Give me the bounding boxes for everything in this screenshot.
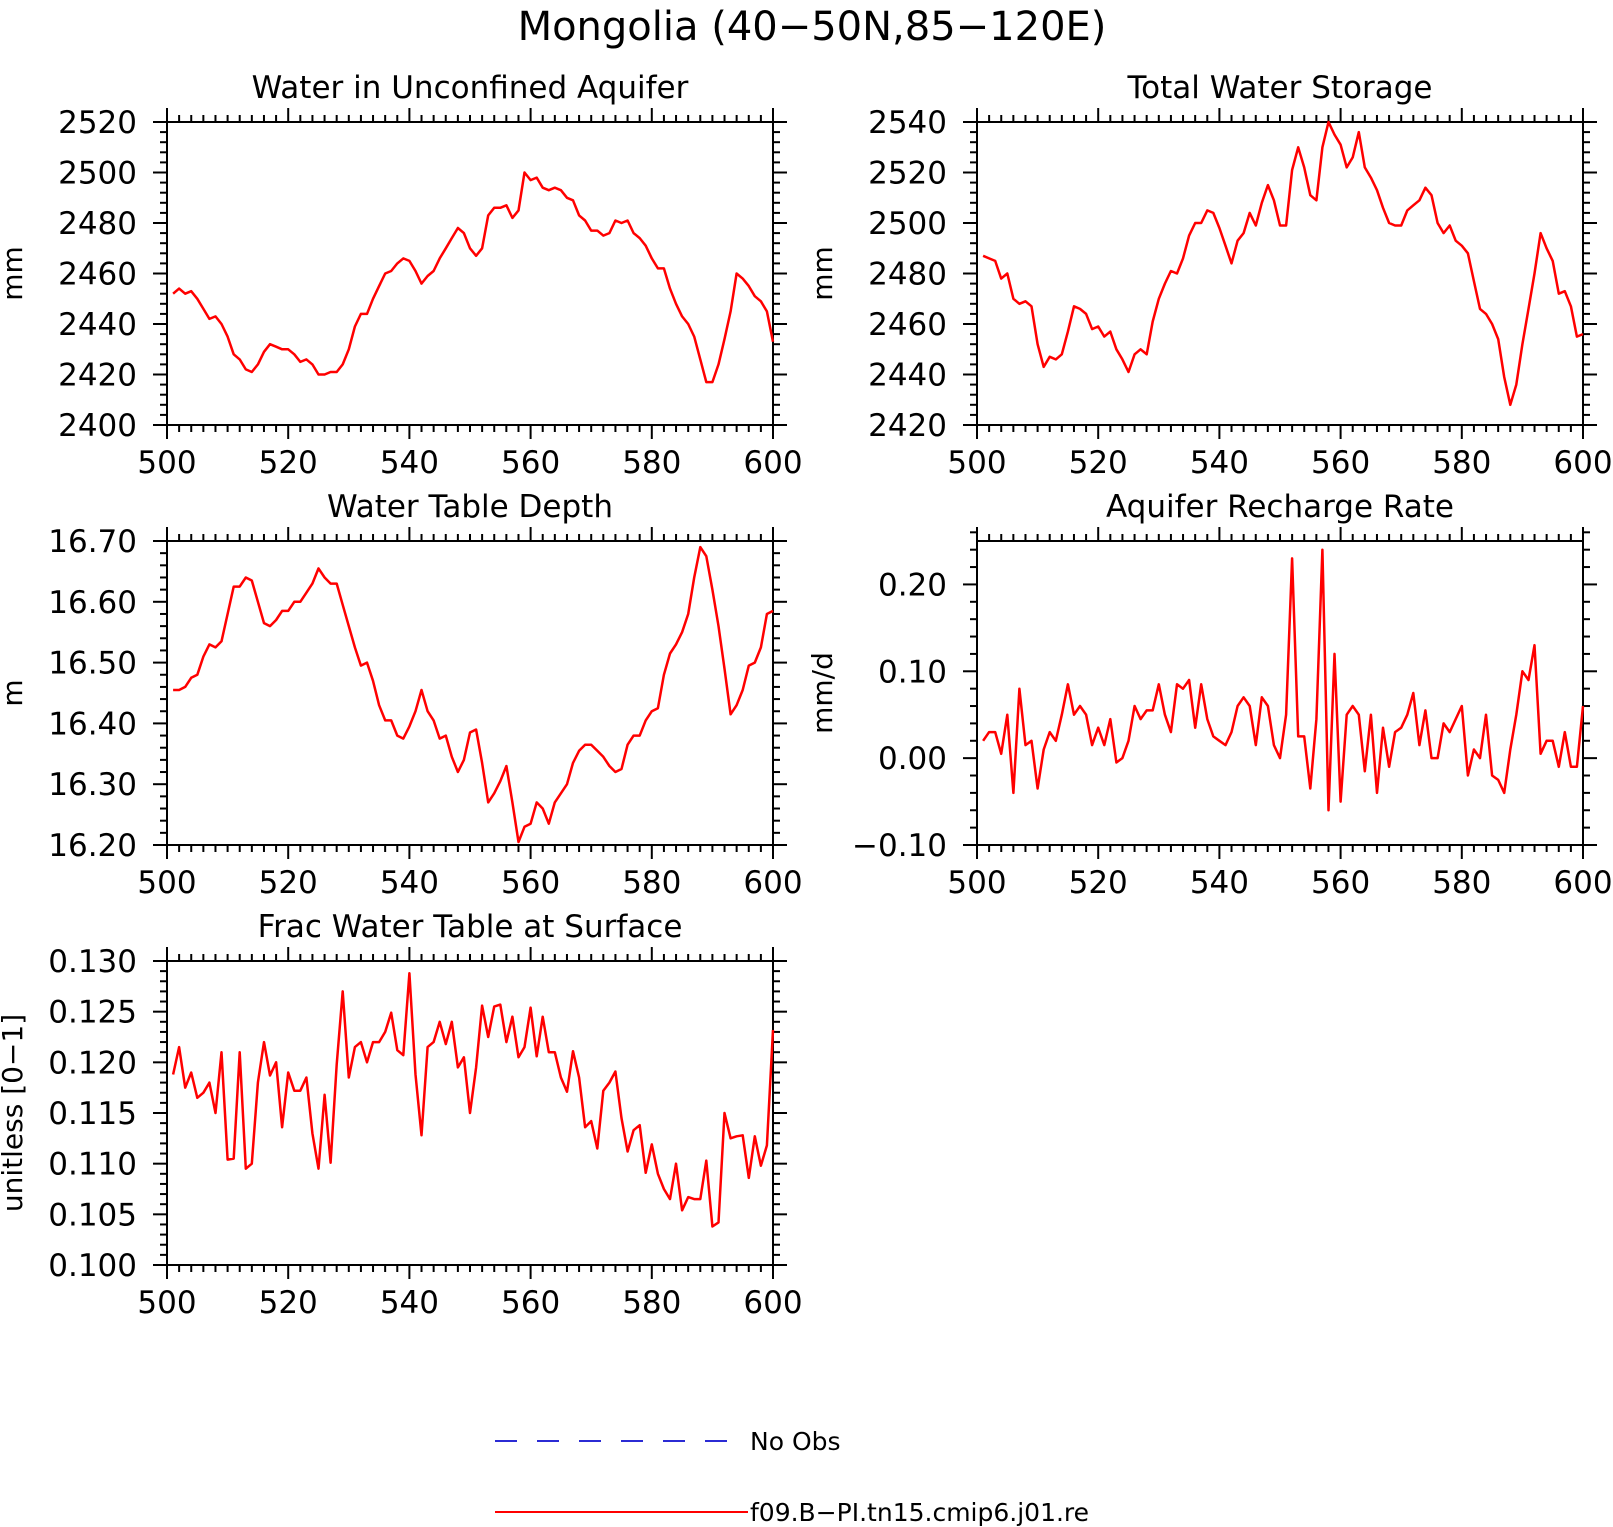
aquifer-recharge-rate-y-tick-label: −0.10	[852, 828, 947, 864]
frac-water-table-at-surface-y-tick-label: 0.105	[48, 1197, 137, 1233]
total-water-storage-y-tick-label: 2500	[868, 206, 947, 242]
water-table-depth-y-axis-label: m	[0, 679, 29, 706]
water-table-depth-x-tick-label: 540	[380, 865, 439, 901]
total-water-storage-x-tick-label: 600	[1553, 445, 1612, 481]
water-in-unconfined-aquifer-y-tick-label: 2420	[58, 358, 137, 394]
aquifer-recharge-rate-y-tick-label: 0.10	[878, 654, 947, 690]
chart-water-in-unconfined-aquifer: Water in Unconfined Aquifer mm 500 520 540 56…	[0, 70, 803, 481]
total-water-storage-y-tick-label: 2480	[868, 257, 947, 293]
aquifer-recharge-rate-plot-frame	[976, 540, 1584, 846]
frac-water-table-at-surface-y-tick-label: 0.115	[48, 1096, 137, 1132]
aquifer-recharge-rate-y-tick-label: 0.20	[878, 567, 947, 603]
aquifer-recharge-rate-x-tick-label: 600	[1553, 865, 1612, 901]
water-in-unconfined-aquifer-y-tick-label: 2400	[58, 408, 137, 444]
aquifer-recharge-rate-x-tick-label: 540	[1190, 865, 1249, 901]
frac-water-table-at-surface-y-axis-label: unitless [0−1]	[0, 1014, 29, 1212]
water-in-unconfined-aquifer-x-tick-label: 500	[137, 445, 196, 481]
chart-water-table-depth: Water Table Depth m 500 520 540 560 580 600 16.2…	[0, 489, 803, 901]
aquifer-recharge-rate-x-tick-label: 580	[1432, 865, 1491, 901]
water-in-unconfined-aquifer-x-tick-label: 520	[259, 445, 318, 481]
total-water-storage-y-tick-label: 2440	[868, 358, 947, 394]
aquifer-recharge-rate-title: Aquifer Recharge Rate	[1106, 489, 1454, 525]
total-water-storage-plot-frame	[976, 121, 1584, 426]
water-table-depth-y-tick-label: 16.70	[48, 524, 137, 560]
water-table-depth-y-tick-label: 16.20	[48, 828, 137, 864]
frac-water-table-at-surface-x-tick-label: 540	[380, 1285, 439, 1321]
figure-title: Mongolia (40−50N,85−120E)	[518, 4, 1107, 50]
water-table-depth-title: Water Table Depth	[327, 489, 613, 525]
water-in-unconfined-aquifer-y-tick-label: 2440	[58, 307, 137, 343]
total-water-storage-y-axis-label: mm	[806, 246, 839, 301]
total-water-storage-x-tick-label: 560	[1311, 445, 1370, 481]
water-table-depth-plot-frame	[166, 540, 774, 846]
chart-panels: Water in Unconfined Aquifer mm 500 520 540 56…	[0, 70, 1613, 1321]
water-in-unconfined-aquifer-y-tick-label: 2500	[58, 156, 137, 192]
frac-water-table-at-surface-x-tick-label: 580	[622, 1285, 681, 1321]
total-water-storage-y-tick-label: 2420	[868, 408, 947, 444]
aquifer-recharge-rate-y-tick-label: 0.00	[878, 741, 947, 777]
water-in-unconfined-aquifer-x-tick-label: 540	[380, 445, 439, 481]
chart-total-water-storage: Total Water Storage mm 500 520 540 560 580 600 2…	[806, 70, 1613, 481]
chart-aquifer-recharge-rate: Aquifer Recharge Rate mm/d 500 520 540 560 580…	[806, 489, 1613, 901]
water-table-depth-y-tick-label: 16.50	[48, 646, 137, 682]
water-in-unconfined-aquifer-y-tick-label: 2520	[58, 105, 137, 141]
aquifer-recharge-rate-x-tick-label: 560	[1311, 865, 1370, 901]
legend-model-label: f09.B−PI.tn15.cmip6.j01.re	[750, 1498, 1089, 1527]
water-in-unconfined-aquifer-x-tick-label: 560	[501, 445, 560, 481]
water-table-depth-y-tick-label: 16.60	[48, 585, 137, 621]
water-table-depth-y-tick-label: 16.30	[48, 767, 137, 803]
water-in-unconfined-aquifer-y-tick-label: 2460	[58, 257, 137, 293]
total-water-storage-x-tick-label: 580	[1432, 445, 1491, 481]
legend-no-obs-label: No Obs	[750, 1427, 841, 1456]
frac-water-table-at-surface-x-tick-label: 500	[137, 1285, 196, 1321]
frac-water-table-at-surface-y-tick-label: 0.125	[48, 995, 137, 1031]
frac-water-table-at-surface-x-tick-label: 520	[259, 1285, 318, 1321]
total-water-storage-y-tick-label: 2540	[868, 105, 947, 141]
water-table-depth-y-tick-label: 16.40	[48, 706, 137, 742]
water-in-unconfined-aquifer-plot-frame	[166, 121, 774, 426]
water-in-unconfined-aquifer-y-axis-label: mm	[0, 246, 29, 301]
frac-water-table-at-surface-y-tick-label: 0.130	[48, 944, 137, 980]
water-in-unconfined-aquifer-y-tick-label: 2480	[58, 206, 137, 242]
total-water-storage-y-tick-label: 2460	[868, 307, 947, 343]
water-in-unconfined-aquifer-x-tick-label: 600	[743, 445, 802, 481]
water-table-depth-x-tick-label: 560	[501, 865, 560, 901]
total-water-storage-x-tick-label: 540	[1190, 445, 1249, 481]
aquifer-recharge-rate-x-tick-label: 520	[1069, 865, 1128, 901]
aquifer-recharge-rate-series-line	[982, 548, 1585, 812]
water-table-depth-series-line	[173, 545, 774, 844]
frac-water-table-at-surface-title: Frac Water Table at Surface	[258, 909, 683, 945]
chart-frac-water-table-at-surface: Frac Water Table at Surface unitless [0−1…	[0, 909, 803, 1321]
water-table-depth-x-tick-label: 500	[137, 865, 196, 901]
total-water-storage-y-tick-label: 2520	[868, 156, 947, 192]
total-water-storage-x-tick-label: 520	[1069, 445, 1128, 481]
frac-water-table-at-surface-series-line	[171, 971, 775, 1228]
water-in-unconfined-aquifer-series-line	[172, 171, 775, 384]
frac-water-table-at-surface-x-tick-label: 560	[501, 1285, 560, 1321]
water-in-unconfined-aquifer-title: Water in Unconfined Aquifer	[252, 70, 689, 106]
frac-water-table-at-surface-y-tick-label: 0.110	[48, 1147, 137, 1183]
total-water-storage-series-line	[982, 120, 1584, 407]
frac-water-table-at-surface-x-tick-label: 600	[743, 1285, 802, 1321]
total-water-storage-title: Total Water Storage	[1126, 70, 1432, 106]
aquifer-recharge-rate-y-axis-label: mm/d	[806, 652, 839, 734]
water-table-depth-x-tick-label: 600	[743, 865, 802, 901]
water-table-depth-x-tick-label: 520	[259, 865, 318, 901]
frac-water-table-at-surface-y-tick-label: 0.120	[48, 1045, 137, 1081]
total-water-storage-x-tick-label: 500	[947, 445, 1006, 481]
frac-water-table-at-surface-y-tick-label: 0.100	[48, 1248, 137, 1284]
aquifer-recharge-rate-x-tick-label: 500	[947, 865, 1006, 901]
water-table-depth-x-tick-label: 580	[622, 865, 681, 901]
legend: No Obs f09.B−PI.tn15.cmip6.j01.re	[495, 1427, 1089, 1527]
water-in-unconfined-aquifer-x-tick-label: 580	[622, 445, 681, 481]
